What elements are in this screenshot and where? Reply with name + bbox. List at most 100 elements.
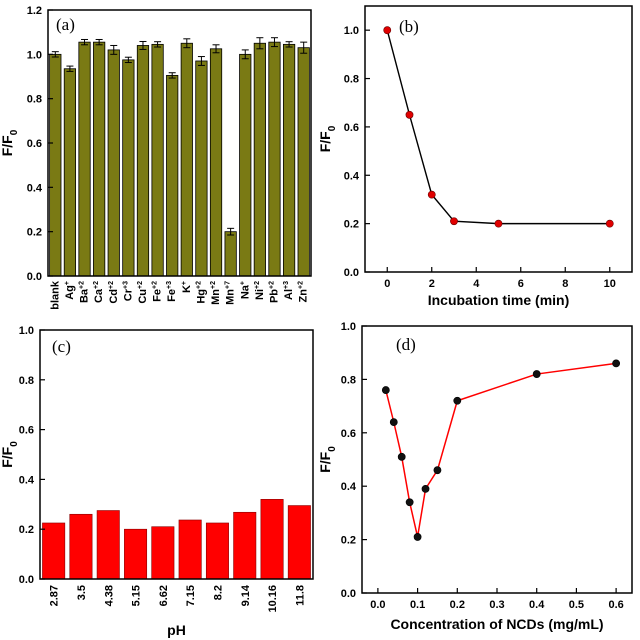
xtick-ion-symbol: Zn — [298, 289, 310, 303]
panel-label-a: (a) — [56, 15, 75, 34]
xtick-label-a: Na+ — [239, 281, 251, 299]
bar-a — [239, 53, 252, 277]
a-ytick-label: 0.2 — [27, 227, 42, 239]
xtick-label-a: Al+3 — [283, 281, 295, 300]
xtick-label-c: 11.8 — [294, 585, 306, 606]
xtick-ion-symbol: Ba — [79, 288, 91, 303]
y-axis-label-subscript: 0 — [9, 441, 20, 447]
y-axis-label-main: F/F — [0, 446, 15, 467]
bar-a — [122, 59, 135, 277]
x-axis-label-b: Incubation time (min) — [428, 292, 570, 308]
bar-c — [260, 499, 284, 580]
xtick-ion-symbol: Ag — [64, 285, 76, 300]
y-axis-label: F/F0 — [0, 441, 20, 468]
bar-c — [96, 510, 120, 580]
xtick-label-a: Ca+2 — [93, 281, 105, 303]
xtick-ion-symbol: Fe — [166, 289, 178, 302]
b-ytick-label: 0.0 — [344, 267, 359, 279]
bar-a — [78, 41, 91, 277]
xtick-label-a: Cd+2 — [108, 281, 120, 304]
xtick-ion-symbol: Ca — [93, 288, 105, 303]
xtick-label-c: 6.62 — [158, 585, 170, 606]
x-axis-label-d: Concentration of NCDs (mg/mL) — [390, 616, 603, 632]
series-line-b — [386, 30, 610, 225]
bar-c — [42, 522, 66, 580]
xtick-ion-charge: +2 — [152, 281, 159, 289]
xtick-label-a: Ni+2 — [254, 281, 266, 300]
a-ytick-label: 0.4 — [27, 182, 43, 194]
d-ytick-label: 0.4 — [341, 481, 357, 493]
bar-c — [233, 511, 257, 580]
xtick-label-c: 5.15 — [131, 585, 143, 606]
plot-frame-c — [39, 329, 314, 580]
data-point-d — [397, 452, 406, 461]
bar-c — [151, 526, 175, 580]
bar-c — [287, 505, 311, 580]
bar-a — [93, 41, 106, 277]
series-line-d — [385, 362, 617, 538]
y-axis-label: F/F0 — [317, 125, 338, 152]
c-ytick-label: 0.2 — [19, 524, 34, 536]
xtick-ion-symbol: K — [181, 285, 193, 293]
xtick-label-a: Mn+2 — [210, 281, 222, 305]
y-axis-label-subscript: 0 — [9, 129, 20, 135]
panel-label-c: (c) — [52, 337, 71, 356]
xtick-ion-charge: + — [239, 281, 246, 285]
xtick-ion-symbol: Mn — [210, 289, 222, 305]
a-ytick-label: 0.6 — [27, 138, 42, 150]
xtick-label-c: 8.2 — [212, 585, 224, 600]
data-point-d — [389, 418, 398, 427]
data-point-d — [532, 370, 541, 378]
y-axis-label-main: F/F — [317, 131, 333, 152]
data-point-b — [405, 110, 414, 119]
d-xtick-label: 0.2 — [450, 599, 465, 611]
c-ytick-label: 0.4 — [19, 474, 35, 486]
b-xtick-label: 8 — [562, 278, 568, 290]
bar-c — [124, 528, 148, 580]
data-point-b — [494, 219, 503, 228]
xtick-ion-symbol: Pb — [268, 289, 280, 303]
b-ytick-label: 0.6 — [344, 122, 359, 134]
xtick-label-a: Zn+2 — [298, 281, 310, 303]
xtick-ion-charge: +2 — [93, 281, 100, 289]
xtick-label-a: Pb+2 — [268, 281, 280, 303]
xtick-ion-symbol: Al — [283, 289, 295, 300]
bar-a — [268, 41, 281, 277]
xtick-ion-symbol: Cu — [137, 289, 149, 304]
b-ytick-label: 0.8 — [344, 74, 359, 86]
data-point-d — [433, 466, 442, 475]
xtick-label-a: Ba+2 — [79, 281, 91, 303]
xtick-label-c: 4.38 — [103, 585, 115, 606]
xtick-ion-charge: +2 — [210, 281, 217, 289]
d-ytick-label: 0.8 — [341, 374, 356, 386]
x-axis-label-c: pH — [167, 622, 186, 638]
d-xtick-label: 0.4 — [529, 599, 545, 611]
b-ytick-label: 1.0 — [344, 25, 359, 37]
b-xtick-label: 0 — [384, 278, 390, 290]
xtick-label-a: Mn+7 — [225, 281, 237, 305]
xtick-ion-charge: +3 — [283, 281, 290, 289]
data-point-d — [453, 396, 462, 405]
data-point-d — [381, 386, 390, 394]
plot-frame-b — [364, 5, 633, 273]
bar-a — [151, 43, 164, 277]
d-xtick-label: 0.0 — [370, 599, 385, 611]
c-ytick-label: 0.0 — [19, 574, 34, 586]
c-ytick-label: 0.6 — [19, 425, 34, 437]
a-ytick-label: 0.0 — [27, 271, 42, 283]
bar-a — [209, 48, 223, 277]
xtick-ion-charge: +3 — [122, 281, 129, 289]
xtick-ion-charge: +7 — [225, 281, 232, 289]
c-ytick-label: 1.0 — [19, 325, 34, 337]
bar-a — [180, 42, 193, 277]
xtick-label-a: Fe+2 — [152, 281, 164, 302]
y-axis-label-subscript: 0 — [327, 446, 338, 452]
d-xtick-label: 0.3 — [489, 599, 504, 611]
xtick-ion-symbol: Mn — [225, 289, 237, 305]
xtick-ion-symbol: Cd — [108, 289, 120, 304]
bar-a — [136, 45, 150, 277]
xtick-ion-symbol: Hg — [195, 289, 207, 304]
a-ytick-label: 1.0 — [27, 49, 42, 61]
bar-a — [166, 74, 179, 277]
